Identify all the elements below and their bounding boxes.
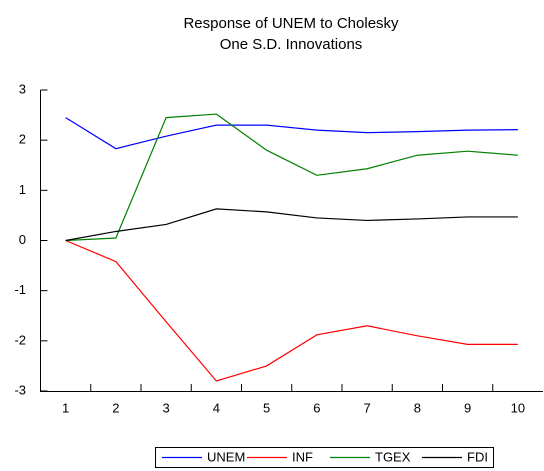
x-tick-label: 10	[511, 400, 525, 415]
legend-label: FDI	[467, 449, 488, 464]
y-tick-label: -3	[14, 382, 26, 397]
y-tick-label: -2	[14, 332, 26, 347]
chart-title: Response of UNEM to Cholesky	[183, 15, 399, 32]
chart-title: One S.D. Innovations	[220, 36, 363, 53]
legend-label: UNEM	[207, 449, 245, 464]
x-tick-label: 4	[213, 400, 220, 415]
x-tick-label: 2	[112, 400, 119, 415]
x-tick-label: 8	[414, 400, 421, 415]
series-line	[65, 208, 518, 242]
x-tick-label: 7	[364, 400, 371, 415]
series-line	[65, 117, 518, 150]
x-tick-label: 5	[263, 400, 270, 415]
legend	[155, 447, 494, 468]
y-tick-label: -1	[14, 282, 26, 297]
y-tick-label: 2	[19, 132, 26, 147]
series-line	[65, 113, 518, 242]
legend-label: TGEX	[375, 449, 411, 464]
y-tick-label: 1	[19, 182, 26, 197]
x-tick-label: 9	[464, 400, 471, 415]
x-tick-label: 1	[62, 400, 69, 415]
series-line	[65, 239, 518, 382]
y-tick-label: 3	[19, 81, 26, 96]
x-tick-label: 6	[313, 400, 320, 415]
legend-label: INF	[292, 449, 313, 464]
x-tick-label: 3	[163, 400, 170, 415]
y-tick-label: 0	[19, 232, 26, 247]
